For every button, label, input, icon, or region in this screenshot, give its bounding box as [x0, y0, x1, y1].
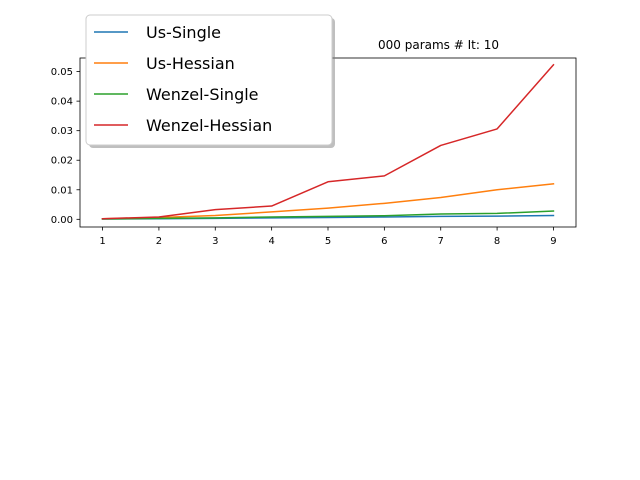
y-tick-label: 0.01: [51, 185, 73, 196]
legend-label-wenzel-single: Wenzel-Single: [146, 85, 259, 104]
series-line-wenzel-hessian: [101, 63, 555, 220]
x-tick-label: 2: [156, 236, 162, 247]
legend-label-wenzel-hessian: Wenzel-Hessian: [146, 116, 272, 135]
legend: Us-Single Us-Hessian Wenzel-Single Wenzel-H…: [85, 14, 335, 148]
x-tick-label: 9: [550, 236, 556, 247]
y-tick-label: 0.05: [51, 67, 73, 78]
x-tick-label: 1: [99, 236, 105, 247]
chart-title: 000 params # It: 10: [378, 38, 499, 52]
legend-box: [85, 14, 333, 146]
x-tick-label: 8: [494, 236, 500, 247]
y-tick-label: 0.02: [51, 156, 73, 167]
series-line-us-hessian: [101, 183, 555, 220]
legend-label-us-single: Us-Single: [146, 23, 221, 42]
x-tick-label: 6: [381, 236, 387, 247]
x-tick-label: 4: [268, 236, 274, 247]
x-tick-label: 7: [438, 236, 444, 247]
plot-area: 1 2 3 4 5 6 7 8 9 0.00 0.01 0.02 0.03 0.04 0.05: [51, 57, 577, 247]
x-tick-label: 3: [212, 236, 218, 247]
y-tick-label: 0.00: [51, 215, 73, 226]
x-tick-label: 5: [325, 236, 331, 247]
series-line-wenzel-single: [101, 210, 555, 220]
y-tick-label: 0.03: [51, 126, 73, 137]
y-tick-label: 0.04: [51, 97, 73, 108]
legend-label-us-hessian: Us-Hessian: [146, 54, 235, 73]
